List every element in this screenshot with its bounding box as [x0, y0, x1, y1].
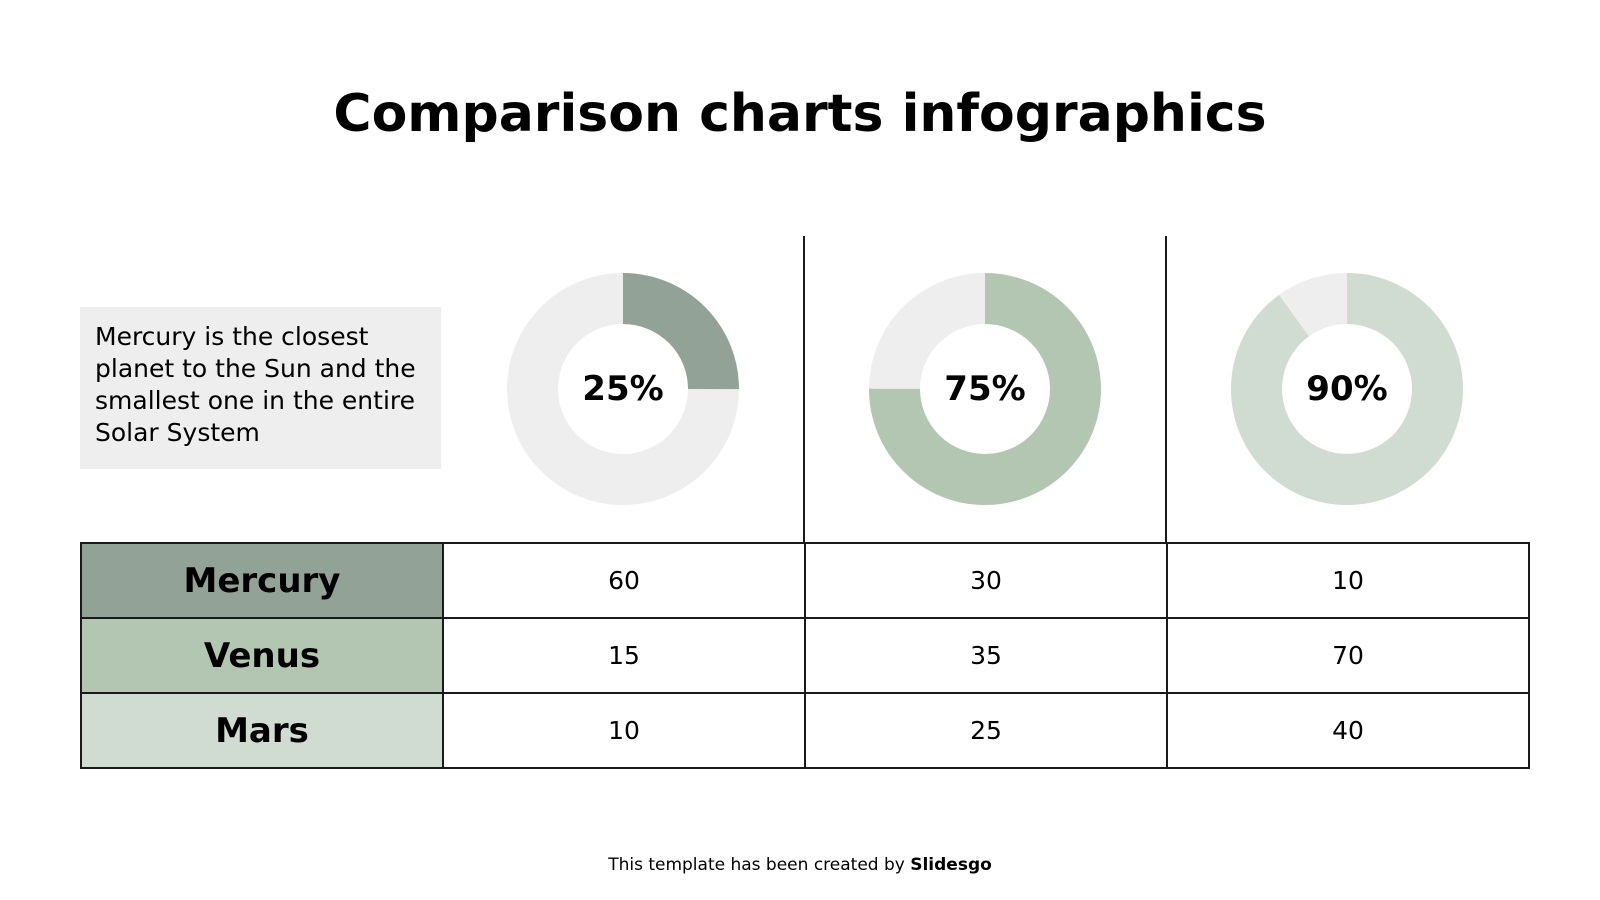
donut-chart-2: 75%	[869, 273, 1101, 505]
column-divider-1	[803, 236, 805, 544]
donut-percent-3: 90%	[1306, 369, 1388, 409]
description-box: Mercury is the closest planet to the Sun…	[80, 307, 441, 469]
comparison-table: Mercury 60 30 10 Venus 15 35 70 Mars 10 …	[80, 542, 1530, 769]
table-cell: 40	[1166, 692, 1530, 769]
footer-credit: This template has been created by Slides…	[0, 855, 1600, 875]
table-cell: 60	[442, 542, 806, 619]
column-divider-2	[1165, 236, 1167, 544]
table-cell: 30	[804, 542, 1168, 619]
row-label-venus: Venus	[80, 617, 444, 694]
donut-chart-3: 90%	[1231, 273, 1463, 505]
table-cell: 25	[804, 692, 1168, 769]
table-cell: 35	[804, 617, 1168, 694]
donut-chart-1: 25%	[507, 273, 739, 505]
donut-ring-3	[1231, 273, 1463, 505]
footer-brand: Slidesgo	[910, 855, 992, 875]
table-row-mercury: Mercury 60 30 10	[80, 542, 1530, 619]
page-title: Comparison charts infographics	[333, 84, 1267, 144]
footer-text: This template has been created by	[608, 855, 911, 875]
table-cell: 70	[1166, 617, 1530, 694]
table-row-mars: Mars 10 25 40	[80, 692, 1530, 769]
donut-percent-2: 75%	[944, 369, 1026, 409]
table-cell: 10	[1166, 542, 1530, 619]
table-cell: 15	[442, 617, 806, 694]
donut-ring-1	[507, 273, 739, 505]
table-row-venus: Venus 15 35 70	[80, 617, 1530, 694]
donut-percent-1: 25%	[582, 369, 664, 409]
table-cell: 10	[442, 692, 806, 769]
donut-ring-2	[869, 273, 1101, 505]
row-label-mars: Mars	[80, 692, 444, 769]
row-label-mercury: Mercury	[80, 542, 444, 619]
